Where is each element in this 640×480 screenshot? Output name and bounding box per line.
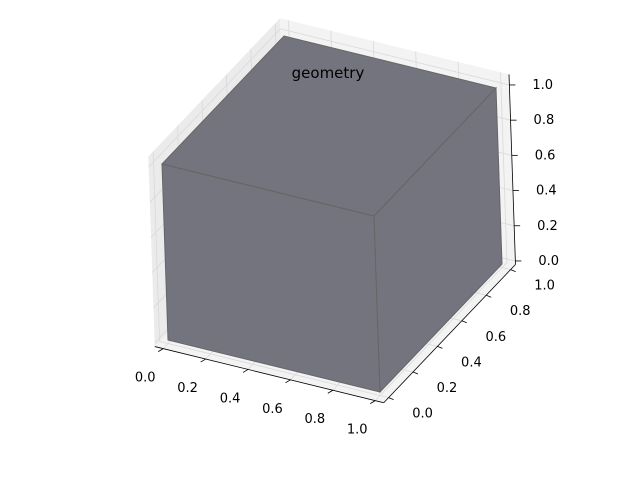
y-tick-mark: [388, 397, 394, 400]
z-tick-label: 0.6: [535, 148, 556, 163]
x-tick-mark: [242, 369, 249, 373]
y-tick-mark: [510, 269, 516, 272]
z-tick-label: 0.2: [537, 219, 558, 234]
x-tick-label: 1.0: [347, 423, 368, 438]
y-tick-mark: [461, 320, 467, 324]
grid-line-y: [152, 151, 389, 398]
z-tick-label: 0.4: [536, 184, 557, 199]
grid-line-x: [374, 72, 508, 401]
y-tick-mark: [437, 346, 443, 349]
y-axis-line: [383, 264, 516, 403]
x-tick-mark: [158, 348, 164, 352]
x-tick-mark: [285, 379, 291, 384]
x-tick-mark: [370, 400, 376, 404]
y-tick-mark: [486, 294, 492, 298]
z-tick-label: 0.0: [538, 254, 559, 269]
x-axis-line: [154, 346, 384, 404]
y-tick-label: 0.2: [437, 381, 458, 396]
grid-line-z: [148, 28, 510, 168]
x-tick-label: 0.2: [177, 381, 198, 396]
y-tick-label: 1.0: [534, 279, 555, 294]
z-axis-line: [508, 74, 516, 265]
cube-top-face: [161, 35, 497, 217]
chart-title: geometry: [292, 64, 365, 82]
x-tick-label: 0.6: [262, 402, 283, 417]
x-tick-mark: [200, 358, 206, 363]
x-tick-label: 0.0: [135, 371, 156, 386]
z-tick-label: 0.8: [534, 113, 555, 128]
x-tick-mark: [327, 389, 334, 394]
z-tick-label: 1.0: [532, 78, 553, 93]
x-tick-label: 0.8: [304, 412, 325, 427]
x-tick-label: 0.4: [220, 391, 241, 406]
y-tick-label: 0.6: [485, 330, 506, 345]
y-tick-mark: [412, 371, 419, 375]
y-tick-label: 0.8: [510, 304, 531, 319]
y-tick-label: 0.4: [461, 355, 482, 370]
y-tick-label: 0.0: [412, 407, 433, 422]
